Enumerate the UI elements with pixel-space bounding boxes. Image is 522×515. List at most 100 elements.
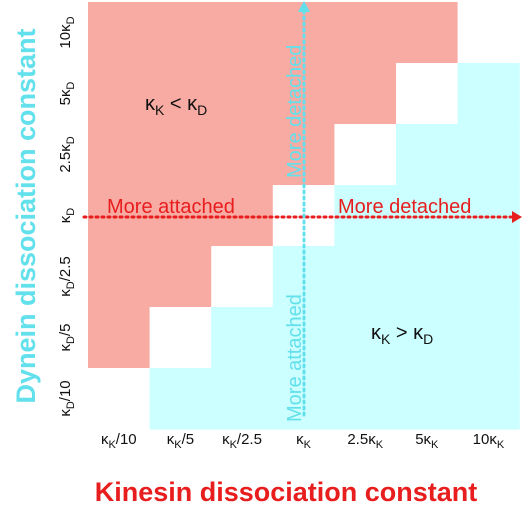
x-tick-0-subscript: K xyxy=(108,439,116,451)
cell-r1-c6 xyxy=(457,63,520,125)
cell-r0-c6 xyxy=(457,2,520,64)
y-tick-4-prefix: 2.5 xyxy=(57,152,74,173)
annotation-more-attached-vertical: More attached xyxy=(284,294,306,422)
x-tick-5-symbol: κ xyxy=(424,431,432,448)
x-tick-6-prefix: 10 xyxy=(473,431,490,448)
vertical-arrowhead xyxy=(298,1,310,12)
cell-r2-c0 xyxy=(88,124,151,186)
cell-r2-c2 xyxy=(211,124,274,186)
x-tick-5: 5κK xyxy=(415,431,439,451)
x-tick-1: κK/5 xyxy=(167,431,194,451)
cell-r6-c6 xyxy=(457,368,520,430)
y-tick-2-symbol: κ xyxy=(57,289,74,297)
cell-r4-c4 xyxy=(334,246,397,308)
annotation-more-detached-horizontal: More detached xyxy=(338,196,471,218)
cell-r0-c1 xyxy=(149,2,212,64)
y-tick-3-subscript: D xyxy=(65,208,77,216)
region-label-upper-left: κK < κD xyxy=(145,93,207,118)
cell-r4-c6 xyxy=(457,246,520,308)
y-tick-1-suffix: /5 xyxy=(57,324,74,337)
x-tick-1-suffix: /5 xyxy=(182,431,195,448)
region-label-lower-right-right-subscript: D xyxy=(423,331,433,347)
y-tick-1: κD/5 xyxy=(57,324,77,352)
x-tick-2-subscript: K xyxy=(230,439,238,451)
cell-r1-c2 xyxy=(211,63,274,125)
cell-r5-c4 xyxy=(334,307,397,369)
x-tick-3-symbol: κ xyxy=(296,431,304,448)
annotation-more-detached-vertical: More detached xyxy=(284,45,306,178)
y-tick-5: 5κD xyxy=(57,82,77,106)
x-tick-4-symbol: κ xyxy=(368,431,376,448)
x-tick-6-subscript: K xyxy=(497,439,505,451)
cell-r1-c5 xyxy=(396,63,459,125)
cell-r5-c6 xyxy=(457,307,520,369)
cell-r0-c0 xyxy=(88,2,151,64)
region-label-lower-right-operator: > xyxy=(390,322,413,344)
y-tick-2-suffix: /2.5 xyxy=(57,256,74,281)
y-tick-3-symbol: κ xyxy=(57,215,74,223)
y-tick-1-symbol: κ xyxy=(57,343,74,351)
horizontal-arrowhead xyxy=(512,211,522,223)
cell-r5-c2 xyxy=(211,307,274,369)
x-tick-4-prefix: 2.5 xyxy=(347,431,368,448)
y-tick-2: κD/2.5 xyxy=(57,256,77,296)
cell-r5-c5 xyxy=(396,307,459,369)
x-axis-label: Kinesin dissociation constant xyxy=(95,477,478,507)
cell-r5-c0 xyxy=(88,307,151,369)
cell-r1-c0 xyxy=(88,63,151,125)
x-tick-2: κK/2.5 xyxy=(222,431,262,451)
y-tick-6-symbol: κ xyxy=(57,24,74,32)
y-tick-2-subscript: D xyxy=(65,281,77,289)
cell-r5-c1 xyxy=(149,307,212,369)
cell-r4-c2 xyxy=(211,246,274,308)
x-tick-6-symbol: κ xyxy=(489,431,497,448)
region-label-upper-left-right-symbol: κ xyxy=(187,93,198,115)
cell-r2-c4 xyxy=(334,124,397,186)
x-tick-0: κK/10 xyxy=(101,431,137,451)
x-tick-5-prefix: 5 xyxy=(415,431,423,448)
cell-r6-c5 xyxy=(396,368,459,430)
cell-r0-c5 xyxy=(396,2,459,64)
cell-r6-c0 xyxy=(88,368,151,430)
y-axis-label: Dynein dissociation constant xyxy=(11,28,41,403)
cell-r2-c1 xyxy=(149,124,212,186)
x-tick-4-subscript: K xyxy=(376,439,384,451)
y-tick-5-symbol: κ xyxy=(57,89,74,97)
cell-r0-c2 xyxy=(211,2,274,64)
y-tick-0-subscript: D xyxy=(65,401,77,409)
y-tick-6: 10κD xyxy=(57,16,77,48)
cell-r1-c4 xyxy=(334,63,397,125)
y-tick-5-prefix: 5 xyxy=(57,97,74,105)
x-tick-2-suffix: /2.5 xyxy=(237,431,262,448)
y-tick-4-subscript: D xyxy=(65,136,77,144)
y-tick-3: κD xyxy=(57,208,77,224)
y-tick-5-subscript: D xyxy=(65,82,77,90)
x-tick-0-symbol: κ xyxy=(101,431,109,448)
annotation-more-attached-horizontal: More attached xyxy=(107,196,235,218)
y-tick-1-subscript: D xyxy=(65,336,77,344)
cell-r4-c1 xyxy=(149,246,212,308)
cell-r2-c5 xyxy=(396,124,459,186)
cell-r6-c1 xyxy=(149,368,212,430)
annotation-arrows: More attached More detached More detached M… xyxy=(82,1,522,422)
cell-r0-c4 xyxy=(334,2,397,64)
x-tick-6: 10κK xyxy=(473,431,505,451)
x-tick-3: κK xyxy=(296,431,312,451)
y-tick-4-symbol: κ xyxy=(57,144,74,152)
x-tick-2-symbol: κ xyxy=(222,431,230,448)
y-tick-4: 2.5κD xyxy=(57,136,77,172)
cell-r6-c2 xyxy=(211,368,274,430)
axis-labels: Kinesin dissociation constant Dynein diss… xyxy=(11,28,477,507)
region-label-lower-right-left-subscript: K xyxy=(381,331,391,347)
cell-r1-c1 xyxy=(149,63,212,125)
x-tick-0-suffix: /10 xyxy=(116,431,137,448)
y-tick-0: κD/10 xyxy=(57,380,77,416)
region-label-upper-left-operator: < xyxy=(164,93,187,115)
cell-r4-c0 xyxy=(88,246,151,308)
y-tick-6-prefix: 10 xyxy=(57,32,74,49)
cell-r4-c5 xyxy=(396,246,459,308)
region-label-upper-left-left-subscript: K xyxy=(155,102,165,118)
